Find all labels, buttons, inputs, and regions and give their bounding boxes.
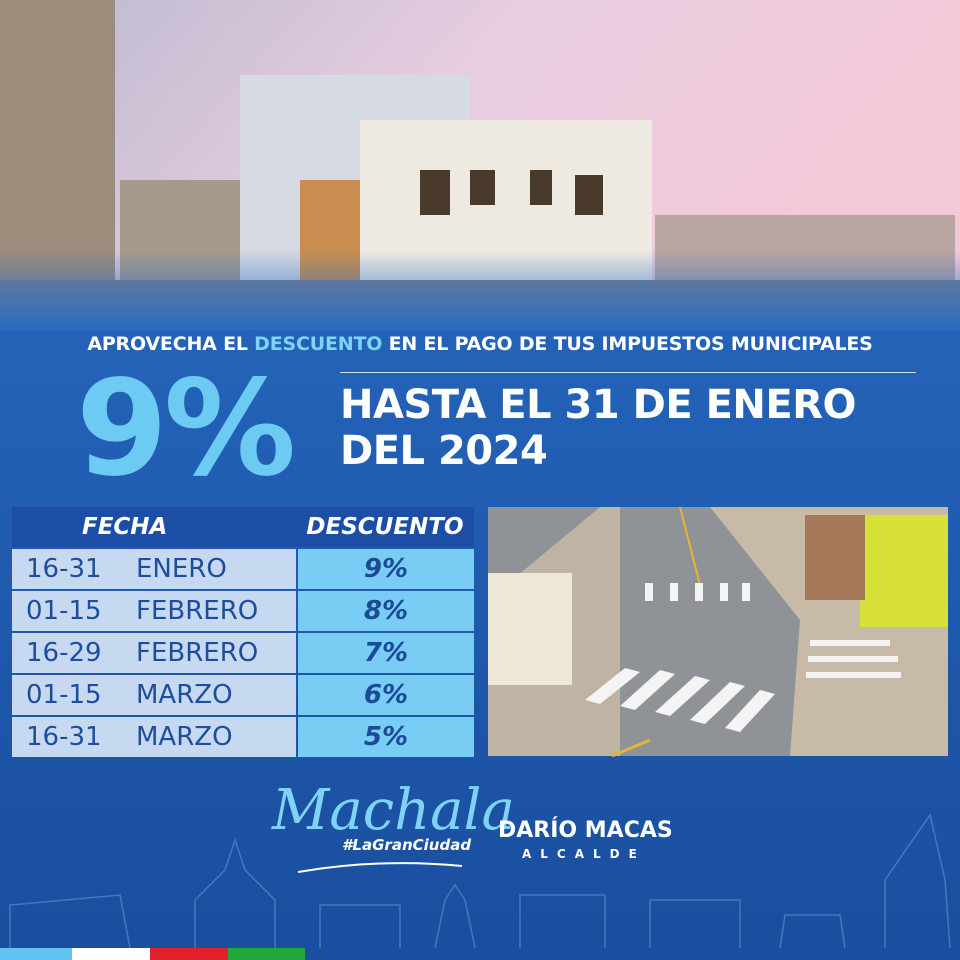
table-row: 01-15 MARZO 6%	[12, 675, 474, 715]
date-range: 01-15	[26, 596, 102, 626]
headline: APROVECHA EL DESCUENTO EN EL PAGO DE TUS…	[0, 333, 960, 355]
date-range: 16-31	[26, 722, 102, 752]
date-cell: 16-29 FEBRERO	[12, 633, 296, 673]
discount-cell: 9%	[298, 549, 474, 589]
discount-cell: 5%	[298, 717, 474, 757]
date-cell: 01-15 MARZO	[12, 675, 296, 715]
table-row: 16-31 ENERO 9%	[12, 549, 474, 589]
month: FEBRERO	[136, 638, 259, 668]
table-row: 16-29 FEBRERO 7%	[12, 633, 474, 673]
table-body: 16-31 ENERO 9% 01-15 FEBRERO 8% 16-29 FEBRERO 7%…	[12, 549, 474, 757]
date-cell: 01-15 FEBRERO	[12, 591, 296, 631]
discount-cell: 6%	[298, 675, 474, 715]
header-cell: FECHA	[82, 514, 168, 540]
table-row: 16-31 MARZO 5%	[12, 717, 474, 757]
divider	[340, 372, 916, 373]
deadline: HASTA EL 31 DE ENERO	[340, 382, 857, 428]
deadline: DEL 2024	[340, 428, 548, 474]
headline-highlight: DESCUENTO	[254, 333, 383, 355]
date-cell: 16-31 ENERO	[12, 549, 296, 589]
big-discount: 9%	[76, 352, 296, 506]
discount-cell: 7%	[298, 633, 474, 673]
mayor-name: DARÍO MACAS	[498, 818, 673, 843]
logo-hashtag: #LaGranCiudad	[342, 836, 472, 854]
date-cell: 16-31 MARZO	[12, 717, 296, 757]
month: MARZO	[136, 722, 233, 752]
table-header: FECHA DESCUENTO	[12, 507, 474, 547]
header-cell: DESCUENTO	[306, 514, 464, 540]
headline-text: APROVECHA EL	[87, 333, 248, 355]
month: MARZO	[136, 680, 233, 710]
month: FEBRERO	[136, 596, 259, 626]
month: ENERO	[136, 554, 227, 584]
mayor-role: ALCALDE	[522, 847, 646, 861]
table-row: 01-15 FEBRERO 8%	[12, 591, 474, 631]
logo-city: Machala	[272, 778, 515, 843]
discount-cell: 8%	[298, 591, 474, 631]
date-range: 16-31	[26, 554, 102, 584]
date-range: 01-15	[26, 680, 102, 710]
discount-table: FECHA DESCUENTO 16-31 ENERO 9% 01-15 FEBRERO…	[12, 507, 474, 757]
date-range: 16-29	[26, 638, 102, 668]
headline-text: EN EL PAGO DE TUS IMPUESTOS MUNICIPALES	[388, 333, 873, 355]
